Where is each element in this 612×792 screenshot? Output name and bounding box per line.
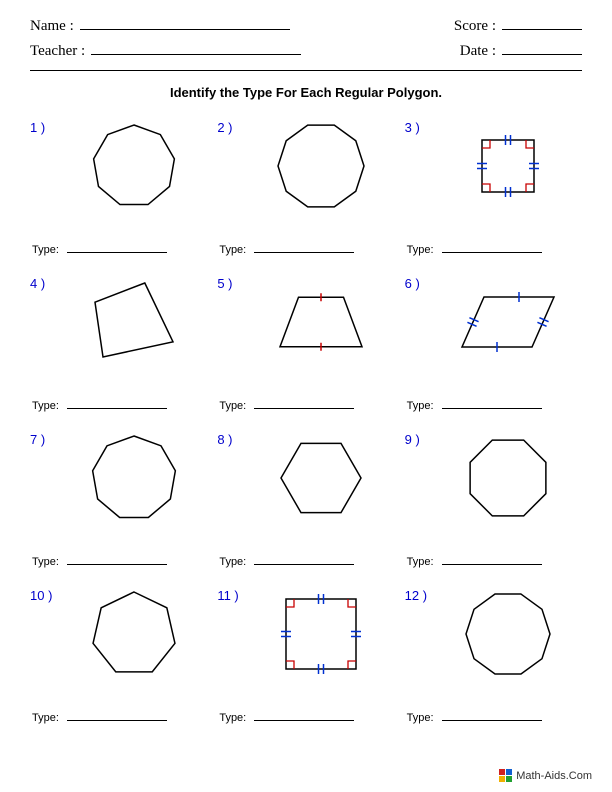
shape-square-icon bbox=[247, 584, 394, 684]
shape-heptagon-icon bbox=[60, 584, 207, 684]
answer-field-line[interactable] bbox=[442, 408, 542, 409]
problem-cell: 8 ) Type: bbox=[217, 428, 394, 578]
problem-cell: 1 ) Type: bbox=[30, 116, 207, 266]
name-field-line[interactable] bbox=[80, 29, 290, 30]
answer-field-line[interactable] bbox=[67, 720, 167, 721]
problem-number: 4 ) bbox=[30, 272, 60, 291]
problem-cell: 9 ) Type: bbox=[405, 428, 582, 578]
answer-label: Type: bbox=[407, 400, 434, 412]
answer-field-line[interactable] bbox=[254, 408, 354, 409]
shape-octagon-icon bbox=[435, 428, 582, 528]
shape-decagon-icon bbox=[435, 584, 582, 684]
shape-quad-irreg-icon bbox=[60, 272, 207, 372]
problem-number: 3 ) bbox=[405, 116, 435, 135]
answer-label: Type: bbox=[407, 244, 434, 256]
problem-cell: 10 ) Type: bbox=[30, 584, 207, 734]
shape-square-icon bbox=[435, 116, 582, 216]
problem-number: 8 ) bbox=[217, 428, 247, 447]
answer-field-line[interactable] bbox=[67, 252, 167, 253]
problem-cell: 5 ) Type: bbox=[217, 272, 394, 422]
teacher-field-line[interactable] bbox=[91, 54, 301, 55]
score-label: Score : bbox=[454, 18, 496, 35]
problem-cell: 11 ) Type: bbox=[217, 584, 394, 734]
answer-field-line[interactable] bbox=[442, 252, 542, 253]
shape-decagon-icon bbox=[247, 116, 394, 216]
problem-cell: 2 ) Type: bbox=[217, 116, 394, 266]
answer-field-line[interactable] bbox=[442, 720, 542, 721]
problem-number: 1 ) bbox=[30, 116, 60, 135]
answer-label: Type: bbox=[32, 712, 59, 724]
problem-number: 5 ) bbox=[217, 272, 247, 291]
shape-rhombus-icon bbox=[435, 272, 582, 372]
problem-cell: 6 ) Type: bbox=[405, 272, 582, 422]
date-field-line[interactable] bbox=[502, 54, 582, 55]
problem-number: 9 ) bbox=[405, 428, 435, 447]
answer-label: Type: bbox=[407, 556, 434, 568]
footer-text: Math-Aids.Com bbox=[516, 770, 592, 782]
answer-field-line[interactable] bbox=[442, 564, 542, 565]
answer-label: Type: bbox=[219, 244, 246, 256]
answer-field-line[interactable] bbox=[254, 564, 354, 565]
answer-field-line[interactable] bbox=[67, 564, 167, 565]
teacher-label: Teacher : bbox=[30, 43, 85, 60]
answer-label: Type: bbox=[219, 712, 246, 724]
worksheet-title: Identify the Type For Each Regular Polyg… bbox=[30, 85, 582, 100]
footer-logo-icon bbox=[499, 769, 512, 782]
answer-label: Type: bbox=[407, 712, 434, 724]
footer: Math-Aids.Com bbox=[499, 769, 592, 782]
answer-label: Type: bbox=[32, 244, 59, 256]
problem-number: 11 ) bbox=[217, 584, 247, 603]
problem-cell: 3 ) Type: bbox=[405, 116, 582, 266]
answer-field-line[interactable] bbox=[254, 252, 354, 253]
answer-label: Type: bbox=[219, 400, 246, 412]
shape-nonagon-icon bbox=[60, 428, 207, 528]
problem-cell: 4 ) Type: bbox=[30, 272, 207, 422]
problem-number: 7 ) bbox=[30, 428, 60, 447]
shape-hexagon-icon bbox=[247, 428, 394, 528]
problem-number: 2 ) bbox=[217, 116, 247, 135]
answer-label: Type: bbox=[32, 400, 59, 412]
answer-field-line[interactable] bbox=[254, 720, 354, 721]
answer-label: Type: bbox=[219, 556, 246, 568]
problem-number: 12 ) bbox=[405, 584, 435, 603]
answer-label: Type: bbox=[32, 556, 59, 568]
score-field-line[interactable] bbox=[502, 29, 582, 30]
answer-field-line[interactable] bbox=[67, 408, 167, 409]
divider bbox=[30, 70, 582, 71]
problem-grid: 1 ) Type: 2 ) Type: 3 ) Type: 4 ) Type: bbox=[30, 116, 582, 734]
name-label: Name : bbox=[30, 18, 74, 35]
problem-cell: 7 ) Type: bbox=[30, 428, 207, 578]
problem-number: 10 ) bbox=[30, 584, 60, 603]
problem-cell: 12 ) Type: bbox=[405, 584, 582, 734]
date-label: Date : bbox=[460, 43, 496, 60]
shape-trapezoid-icon bbox=[247, 272, 394, 372]
problem-number: 6 ) bbox=[405, 272, 435, 291]
shape-nonagon-icon bbox=[60, 116, 207, 216]
